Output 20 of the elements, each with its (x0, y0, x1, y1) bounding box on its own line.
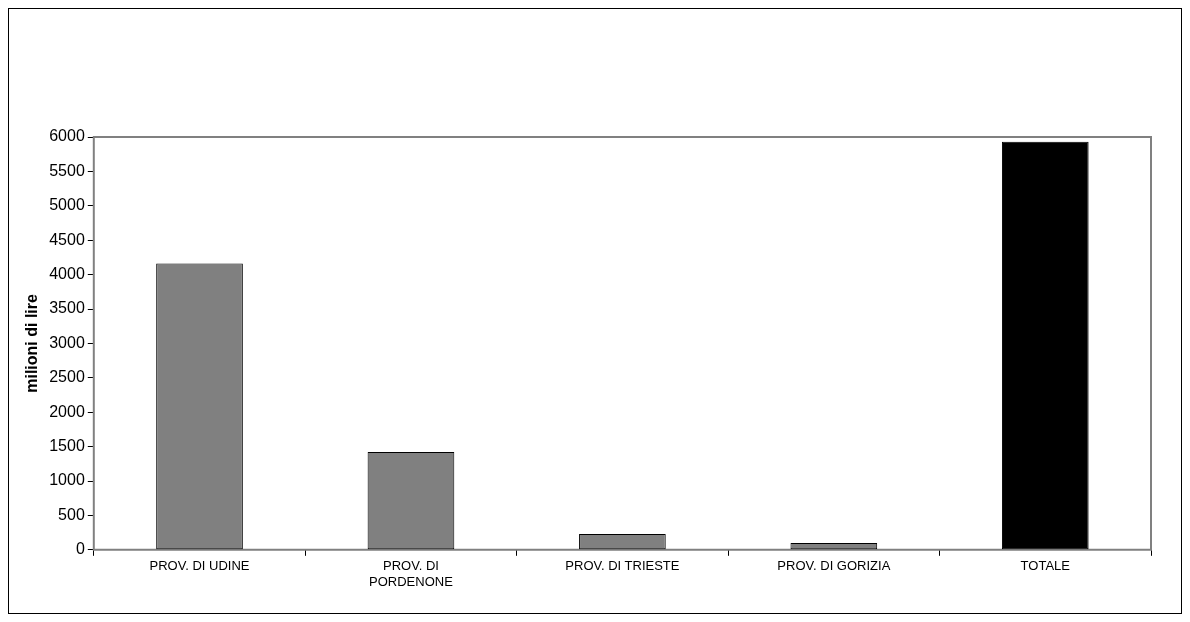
y-tick-label: 1000 (49, 471, 85, 489)
y-axis-title: milioni di lire (23, 293, 41, 393)
y-tick-label: 6000 (49, 127, 85, 145)
x-tick-label: PROV. DI UDINE (149, 558, 250, 574)
y-tick-label: 5500 (49, 161, 85, 179)
x-tick-label: TOTALE (1020, 558, 1071, 574)
y-tick-label: 2000 (49, 402, 85, 420)
x-tick-label: PROV. DI PORDENONE (369, 558, 454, 589)
x-tick-label: PROV. DI GORIZIA (777, 558, 891, 574)
y-tick-label: 5000 (49, 196, 85, 214)
bar (1001, 141, 1089, 550)
y-tick-label: 4500 (49, 230, 85, 248)
y-tick-label: 0 (75, 540, 85, 558)
y-tick-label: 2500 (49, 368, 85, 386)
y-tick-label: 1500 (49, 437, 85, 455)
y-tick-label: 3500 (49, 299, 85, 317)
x-tick-label: PROV. DI TRIESTE (565, 558, 680, 574)
y-tick-label: 4000 (49, 265, 85, 283)
y-tick-label: 500 (58, 505, 85, 523)
y-tick-label: 3000 (49, 333, 85, 351)
